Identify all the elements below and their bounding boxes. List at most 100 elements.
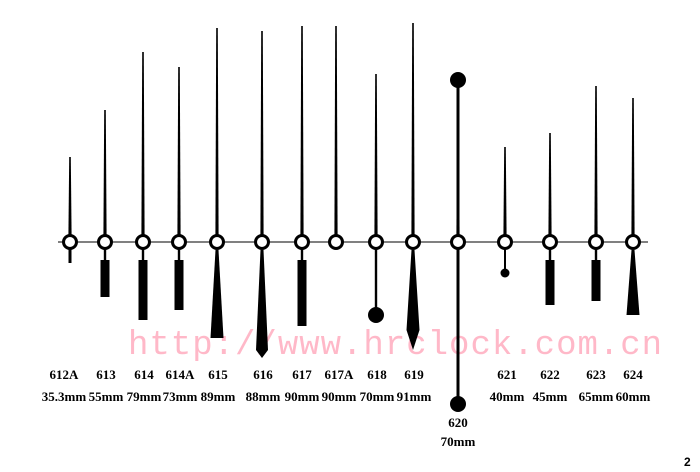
length-label-614A: 73mm <box>163 389 198 404</box>
clock-hand-615 <box>209 28 225 338</box>
length-label-613: 55mm <box>89 389 124 404</box>
hand-hub <box>542 234 558 250</box>
hand-hub <box>625 234 641 250</box>
model-label-622: 622 <box>540 367 560 382</box>
hand-tail-stem <box>504 248 506 271</box>
labels-group: 612A 35.3mm 613 55mm 614 79mm 614A 73mm 615 89mm 6… <box>42 367 651 449</box>
hand-hub <box>497 234 513 250</box>
clock-hand-612A <box>62 157 78 263</box>
hand-tail-stem <box>374 248 378 310</box>
hand-pointer <box>374 74 378 236</box>
hand-tail-ball <box>500 268 510 278</box>
model-label-624: 624 <box>623 367 643 382</box>
hand-pointer <box>548 133 552 236</box>
model-label-621: 621 <box>497 367 517 382</box>
hand-tail <box>138 260 148 320</box>
model-label-615: 615 <box>208 367 228 382</box>
hand-hub <box>97 234 113 250</box>
hand-pointer <box>103 110 107 236</box>
length-label-619: 91mm <box>397 389 432 404</box>
model-label-619: 619 <box>404 367 424 382</box>
hand-tail <box>545 260 555 305</box>
hands-group <box>62 23 641 412</box>
hand-tail <box>100 260 110 297</box>
length-label-624: 60mm <box>616 389 651 404</box>
hand-hub <box>135 234 151 250</box>
hand-tail <box>591 260 601 301</box>
hand-pointer <box>177 67 181 236</box>
length-label-617: 90mm <box>285 389 320 404</box>
hand-tail <box>174 260 184 310</box>
clock-hand-621 <box>497 147 513 278</box>
clock-hand-614A <box>171 67 187 310</box>
hand-tail-ball <box>368 307 384 323</box>
hand-pointer <box>260 31 264 236</box>
hand-tail-stem <box>548 248 552 262</box>
watermark-text: http://www.hrclock.com.cn <box>128 327 663 365</box>
hand-pointer <box>503 147 507 236</box>
length-label-617A: 90mm <box>322 389 357 404</box>
model-label-620: 620 <box>448 415 468 430</box>
model-label-616: 616 <box>253 367 273 382</box>
page-number: 2 <box>684 455 691 469</box>
hand-tail <box>297 260 307 326</box>
hand-pointer <box>631 98 635 236</box>
hand-pointer <box>300 26 304 236</box>
model-label-613: 613 <box>96 367 116 382</box>
hand-pointer <box>141 52 145 236</box>
hand-tail-ball <box>450 396 466 412</box>
hand-top-ball <box>450 72 466 88</box>
length-label-614: 79mm <box>127 389 162 404</box>
clock-hand-617 <box>294 26 310 326</box>
clock-hand-616 <box>254 31 270 358</box>
hand-hub <box>171 234 187 250</box>
clock-hand-618 <box>368 74 384 323</box>
model-label-617: 617 <box>292 367 312 382</box>
hand-hub <box>368 234 384 250</box>
model-label-614A: 614A <box>166 367 196 382</box>
length-label-616: 88mm <box>246 389 281 404</box>
clock-hand-619 <box>405 23 421 350</box>
model-label-617A: 617A <box>325 367 355 382</box>
hand-hub <box>62 234 78 250</box>
model-label-623: 623 <box>586 367 606 382</box>
hand-tail <box>256 250 268 358</box>
hand-tail <box>626 250 640 315</box>
hand-hub <box>588 234 604 250</box>
hand-hub <box>209 234 225 250</box>
clock-hand-622 <box>542 133 558 305</box>
hand-tail-stem <box>300 248 304 262</box>
length-label-621: 40mm <box>490 389 525 404</box>
hand-pointer <box>594 86 598 236</box>
hand-hub <box>405 234 421 250</box>
hand-tail-stem <box>177 248 181 262</box>
length-label-615: 89mm <box>201 389 236 404</box>
model-label-612A: 612A <box>50 367 80 382</box>
clock-hand-614 <box>135 52 151 320</box>
hand-hub <box>328 234 344 250</box>
hand-tail <box>210 250 224 338</box>
hand-tail-stem <box>103 248 107 262</box>
length-label-620: 70mm <box>441 434 476 449</box>
hand-hub <box>450 234 466 250</box>
model-label-618: 618 <box>367 367 387 382</box>
clock-hand-620 <box>450 72 466 412</box>
length-label-612A: 35.3mm <box>42 389 87 404</box>
length-label-618: 70mm <box>360 389 395 404</box>
clock-hand-613 <box>97 110 113 297</box>
hand-hub <box>294 234 310 250</box>
clock-hand-624 <box>625 98 641 315</box>
clock-hand-617A <box>328 26 344 250</box>
hand-pointer <box>334 26 338 236</box>
hand-pointer <box>411 23 415 236</box>
clock-hand-623 <box>588 86 604 301</box>
hand-tail <box>406 250 420 350</box>
length-label-623: 65mm <box>579 389 614 404</box>
hand-pointer <box>215 28 219 236</box>
length-label-622: 45mm <box>533 389 568 404</box>
hand-tail-stem <box>141 248 145 262</box>
hand-hub <box>254 234 270 250</box>
hand-pointer <box>68 157 72 236</box>
hand-tail-stem <box>594 248 598 262</box>
